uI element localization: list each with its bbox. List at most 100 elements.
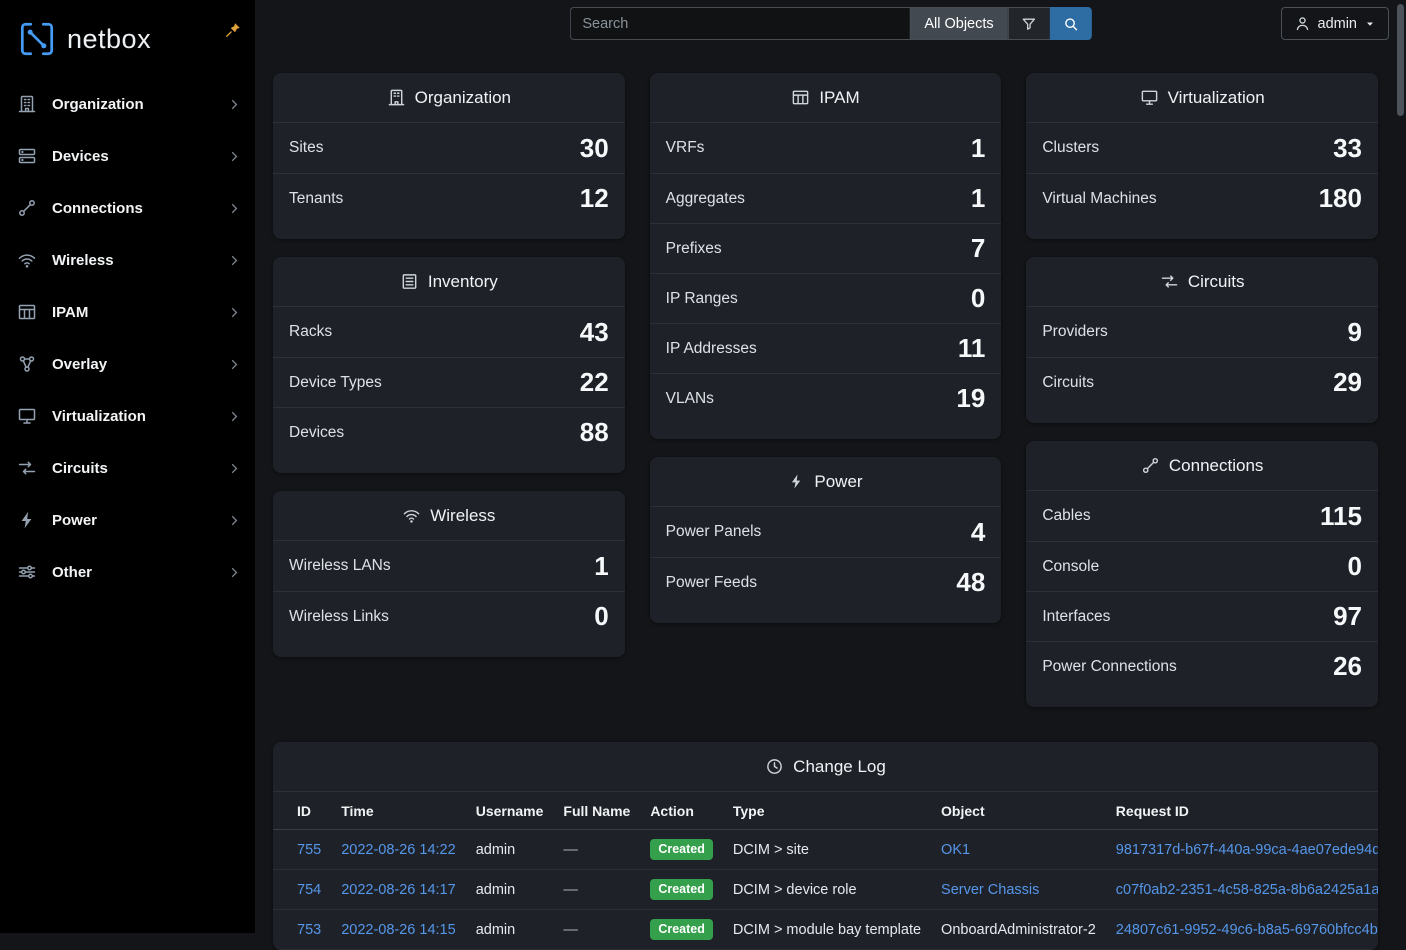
stat-label-link[interactable]: IP Addresses bbox=[665, 339, 757, 357]
column-header-request-id: Request ID bbox=[1105, 792, 1378, 830]
stat-label-link[interactable]: Wireless LANs bbox=[289, 557, 391, 574]
stat-value-link[interactable]: 180 bbox=[1318, 183, 1362, 213]
changelog-request-id-link[interactable]: 9817317d-b67f-440a-99ca-4ae07ede94df bbox=[1115, 841, 1378, 858]
circuits-card: Circuits Providers 9 Circuits 29 bbox=[1026, 257, 1378, 423]
sidebar: netbox Organization bbox=[0, 0, 255, 933]
stat-value-link[interactable]: 48 bbox=[956, 567, 986, 597]
connections-card: Connections Cables 115 Console 0 Interfa… bbox=[1026, 441, 1378, 707]
stat-label-link[interactable]: Sites bbox=[289, 139, 324, 156]
stat-value-link[interactable]: 29 bbox=[1333, 367, 1362, 397]
changelog-username: admin bbox=[475, 881, 516, 898]
sidebar-item-virtualization[interactable]: Virtualization bbox=[0, 390, 255, 442]
server-stack-icon bbox=[16, 145, 38, 167]
user-menu-button[interactable]: admin bbox=[1280, 7, 1389, 40]
stat-label-link[interactable]: VRFs bbox=[665, 139, 705, 156]
stat-row: Aggregates 1 bbox=[649, 173, 1002, 223]
changelog-id-link[interactable]: 754 bbox=[297, 881, 322, 898]
stat-value-link[interactable]: 88 bbox=[579, 417, 609, 447]
changelog-request-id-link[interactable]: 24807c61-9952-49c6-b8a5-69760bfcc4b3 bbox=[1115, 921, 1378, 938]
change-log-table: ID Time Username Full Name Action Type O… bbox=[273, 792, 1378, 950]
stat-label-link[interactable]: Power Feeds bbox=[665, 573, 757, 591]
stat-label-link[interactable]: Interfaces bbox=[1042, 607, 1111, 625]
sidebar-item-organization[interactable]: Organization bbox=[0, 78, 255, 130]
dashboard: Organization Sites 30 Tenants 12 bbox=[255, 47, 1406, 950]
stat-label-link[interactable]: Circuits bbox=[1042, 373, 1094, 391]
sidebar-item-connections[interactable]: Connections bbox=[0, 182, 255, 234]
changelog-time-link[interactable]: 2022-08-26 14:22 bbox=[341, 841, 456, 858]
sidebar-item-circuits[interactable]: Circuits bbox=[0, 442, 255, 494]
stat-value-link[interactable]: 1 bbox=[970, 132, 986, 163]
stat-value-link[interactable]: 33 bbox=[1333, 132, 1362, 163]
stat-label-link[interactable]: Power Panels bbox=[665, 523, 762, 540]
stat-value-link[interactable]: 4 bbox=[970, 516, 986, 547]
changelog-object-link[interactable]: Server Chassis bbox=[941, 881, 1040, 898]
object-type-button[interactable]: All Objects bbox=[909, 7, 1008, 40]
search-input[interactable] bbox=[569, 7, 910, 40]
scrollbar[interactable] bbox=[1397, 4, 1404, 116]
search-submit-button[interactable] bbox=[1049, 7, 1092, 40]
sidebar-item-overlay[interactable]: Overlay bbox=[0, 338, 255, 390]
stat-row: Tenants 12 bbox=[273, 173, 625, 223]
status-badge: Created bbox=[650, 919, 713, 940]
sidebar-item-label: Other bbox=[52, 563, 93, 581]
stat-label-link[interactable]: Tenants bbox=[289, 189, 344, 207]
column-header-username: Username bbox=[465, 792, 554, 830]
stat-value-link[interactable]: 0 bbox=[970, 283, 986, 313]
stat-label-link[interactable]: Providers bbox=[1042, 323, 1108, 340]
stat-value-link[interactable]: 1 bbox=[594, 550, 609, 581]
sidebar-item-label: Virtualization bbox=[52, 407, 146, 425]
stat-value-link[interactable]: 11 bbox=[957, 333, 986, 363]
stat-label-link[interactable]: Wireless Links bbox=[289, 607, 389, 625]
stat-value-link[interactable]: 7 bbox=[970, 233, 986, 263]
stat-value-link[interactable]: 22 bbox=[579, 367, 609, 397]
pin-icon[interactable] bbox=[225, 22, 241, 56]
lightning-icon bbox=[16, 509, 38, 531]
stat-label-link[interactable]: Aggregates bbox=[665, 189, 745, 207]
stat-label-link[interactable]: Virtual Machines bbox=[1042, 189, 1157, 207]
stat-row: Power Panels 4 bbox=[650, 507, 1002, 557]
changelog-object-link[interactable]: OK1 bbox=[941, 841, 971, 858]
sidebar-item-ipam[interactable]: IPAM bbox=[0, 286, 255, 338]
stat-value-link[interactable]: 26 bbox=[1333, 651, 1362, 681]
changelog-id-link[interactable]: 755 bbox=[297, 841, 322, 858]
changelog-time-link[interactable]: 2022-08-26 14:17 bbox=[341, 881, 456, 898]
stat-label-link[interactable]: Prefixes bbox=[665, 239, 722, 257]
stat-value-link[interactable]: 97 bbox=[1333, 601, 1362, 631]
sidebar-item-label: Circuits bbox=[52, 459, 108, 477]
stat-label-link[interactable]: Console bbox=[1042, 557, 1100, 575]
stat-value-link[interactable]: 115 bbox=[1320, 500, 1362, 531]
stat-value-link[interactable]: 1 bbox=[970, 183, 986, 213]
stat-label-link[interactable]: Clusters bbox=[1042, 139, 1100, 156]
stat-label-link[interactable]: IP Ranges bbox=[665, 289, 738, 307]
changelog-time-link[interactable]: 2022-08-26 14:15 bbox=[341, 921, 456, 938]
stat-value-link[interactable]: 12 bbox=[579, 183, 609, 213]
change-log-card: Change Log ID Time Username Full Name Ac bbox=[273, 742, 1378, 950]
stat-value-link[interactable]: 43 bbox=[579, 316, 609, 347]
chevron-right-icon bbox=[228, 98, 241, 111]
logo-row[interactable]: netbox bbox=[0, 0, 255, 78]
cable-icon bbox=[16, 197, 38, 219]
stat-label-link[interactable]: Racks bbox=[289, 323, 333, 340]
changelog-id-link[interactable]: 753 bbox=[297, 921, 322, 938]
sidebar-item-devices[interactable]: Devices bbox=[0, 130, 255, 182]
stat-label-link[interactable]: Device Types bbox=[289, 373, 382, 391]
stat-value-link[interactable]: 0 bbox=[594, 601, 609, 631]
sidebar-item-power[interactable]: Power bbox=[0, 494, 255, 546]
sidebar-item-other[interactable]: Other bbox=[0, 546, 255, 598]
changelog-request-id-link[interactable]: c07f0ab2-2351-4c58-825a-8b6a2425a1ab bbox=[1115, 881, 1378, 898]
sidebar-item-wireless[interactable]: Wireless bbox=[0, 234, 255, 286]
stat-value-link[interactable]: 19 bbox=[956, 383, 986, 413]
sidebar-item-label: Power bbox=[52, 511, 98, 529]
stat-value-link[interactable]: 0 bbox=[1347, 551, 1362, 581]
stat-value-link[interactable]: 30 bbox=[579, 132, 609, 163]
stat-label-link[interactable]: Cables bbox=[1042, 507, 1091, 524]
sidebar-item-label: Overlay bbox=[52, 355, 108, 373]
stat-value-link[interactable]: 9 bbox=[1347, 316, 1362, 347]
card-title: Power bbox=[649, 457, 1002, 507]
stat-label-link[interactable]: Power Connections bbox=[1042, 657, 1177, 675]
stat-label-link[interactable]: VLANs bbox=[665, 389, 714, 407]
sliders-icon bbox=[16, 561, 38, 583]
filter-button[interactable] bbox=[1007, 7, 1050, 40]
stat-label-link[interactable]: Devices bbox=[289, 423, 345, 441]
